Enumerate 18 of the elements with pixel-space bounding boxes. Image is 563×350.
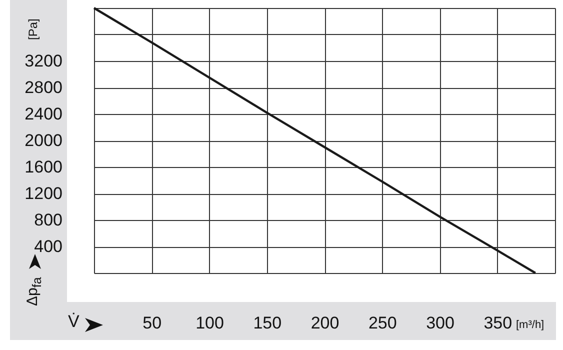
text: [Pa] — [26, 18, 40, 40]
y-tick-label: 2400 — [24, 104, 62, 124]
x-tick-label: 50 — [142, 314, 162, 332]
y-tick-label: 800 — [34, 210, 62, 230]
text: [m³/h] — [516, 319, 544, 331]
y-tick-label: 400 — [34, 237, 62, 256]
x-tick-label: 350 — [484, 314, 512, 332]
x-tick-label: 100 — [196, 314, 224, 332]
y-tick-label: 1600 — [24, 158, 62, 176]
x-axis-title: V̇ — [68, 312, 80, 332]
y-tick-label: 2000 — [24, 131, 62, 150]
x-tick-label: 150 — [253, 314, 282, 332]
y-tick-label: 2800 — [24, 78, 62, 97]
x-tick-label: 300 — [426, 314, 454, 332]
y-tick-label: 3200 — [24, 52, 62, 70]
y-tick-label: 1200 — [24, 184, 62, 203]
x-tick-label: 250 — [368, 314, 397, 332]
x-tick-label: 200 — [310, 314, 340, 332]
